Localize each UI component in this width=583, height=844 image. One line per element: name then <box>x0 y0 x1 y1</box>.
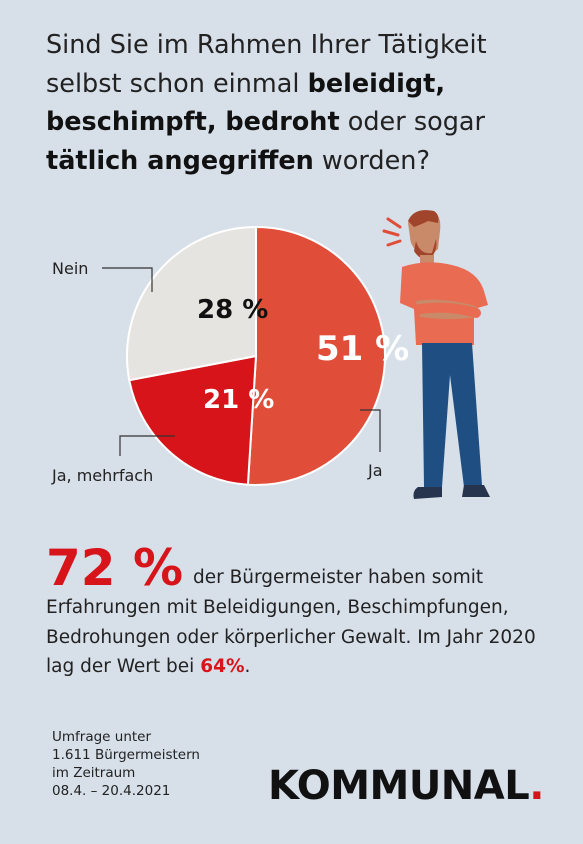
headline: Sind Sie im Rahmen Ihrer Tätigkeit selbs… <box>46 30 487 176</box>
pie-value-label: 21 % <box>203 385 274 415</box>
stat-big-value: 72 % <box>46 539 184 597</box>
pie-value-label: 28 % <box>197 295 268 325</box>
leader-line <box>102 267 153 292</box>
pie-value-label: 51 % <box>316 329 409 369</box>
angry-man-icon <box>382 210 490 499</box>
survey-source: Umfrage unter 1.611 Bürgermeistern im Ze… <box>52 729 200 799</box>
summary-statistic: 72 % der Bürgermeister haben somit Erfah… <box>46 539 536 677</box>
leader-line <box>360 409 381 452</box>
leader-line <box>119 435 175 456</box>
pie-slice-nein <box>126 225 257 382</box>
pie-slice-ja <box>246 225 386 486</box>
pie-category-label: Ja <box>367 461 383 480</box>
pie-category-label: Nein <box>52 259 88 278</box>
stat-highlight: 64% <box>200 656 245 677</box>
kommunal-logo: KOMMUNAL. <box>268 763 544 809</box>
pie-slice-ja-mehrfach <box>128 354 258 486</box>
pie-category-label: Ja, mehrfach <box>51 466 153 485</box>
